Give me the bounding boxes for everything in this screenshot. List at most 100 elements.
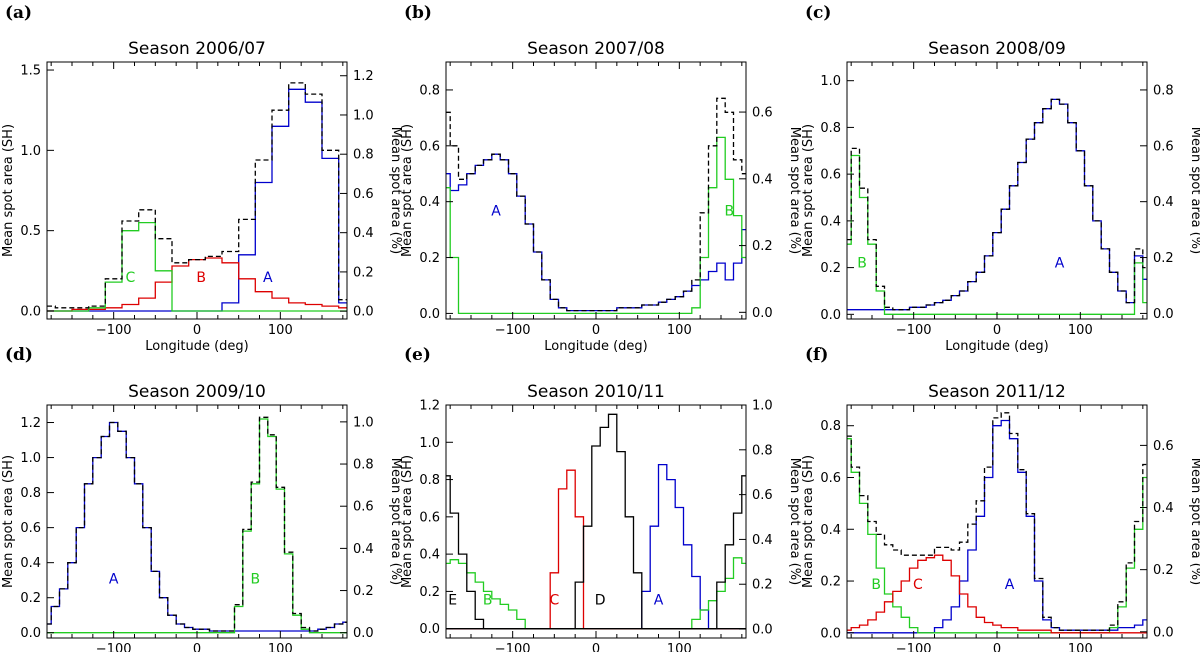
y-tick-label: 0.4 [20,556,41,571]
y-tick-label-right: 1.2 [353,69,374,84]
y-tick-label: 0.0 [419,622,440,637]
series-line-a [847,419,1147,634]
chart-title: Season 2011/12 [928,382,1066,402]
region-label: A [654,592,664,608]
y-axis-label: Mean spot area (SH) [1,124,16,257]
series-line-total [47,82,347,309]
y-tick-label-right: 1.0 [752,399,773,414]
y-tick-label-right: 0.6 [1153,139,1174,154]
series-line-total [47,416,347,632]
y-tick-label: 0.0 [820,626,841,641]
region-label: E [448,592,457,608]
region-label: D [595,592,606,608]
region-label: A [491,204,501,220]
y-tick-label: 0.4 [820,214,841,229]
x-axis-label: Longitude (deg) [544,339,647,354]
y-tick-label: 0.2 [419,251,440,266]
y-tick-label-right: 0.4 [353,542,374,557]
y-tick-label: 0.0 [820,308,841,323]
y-axis-label: Mean spot area (SH) [801,124,816,257]
y-tick-label-right: 0.0 [1153,625,1174,640]
y-tick-label-right: 0.4 [1153,501,1174,516]
y-tick-label-right: 0.8 [353,148,374,163]
panel-a: (a) Season 2006/07 −100 0 100 0.0 0.5 1.0 1.5 0.0… [1,3,403,354]
x-tick-label: −100 [896,323,932,338]
series-line-c [47,221,347,312]
y-tick-label: 0.5 [20,224,41,239]
y-tick-label-right: 0.8 [353,458,374,473]
y-tick-label: 0.2 [419,585,440,600]
region-label: C [913,577,923,593]
x-tick-label: 100 [268,323,293,338]
y-axis-label-right: Mean spot area (%) [787,127,802,254]
y-tick-label: 0.2 [820,261,841,276]
region-label: A [1055,256,1065,272]
y-axis-label-right: Mean spot area (%) [1188,458,1200,585]
y-tick-label-right: 0.6 [1153,439,1174,454]
y-tick-label-right: 0.0 [752,623,773,638]
y-tick-label: 1.2 [419,399,440,414]
chart-title: Season 2009/10 [128,382,266,402]
y-tick-label-right: 0.0 [353,305,374,320]
y-tick-label: 0.4 [419,548,440,563]
y-tick-label-right: 0.8 [1153,83,1174,98]
plot-frame [46,404,348,639]
y-tick-label-right: 0.2 [1153,563,1174,578]
region-label: B [857,256,867,272]
series-line-b [47,418,347,634]
y-tick-label: 0.4 [820,523,841,538]
y-axis-label: Mean spot area (SH) [400,124,415,257]
y-tick-label-right: 1.0 [353,108,374,123]
y-tick-label-right: 0.0 [752,306,773,321]
region-label: A [1005,577,1015,593]
x-axis-label: Longitude (deg) [945,339,1048,354]
y-axis-label: Mean spot area (SH) [801,455,816,588]
x-tick-label: −100 [495,642,531,652]
x-tick-label: 100 [667,642,692,652]
region-label: B [483,592,493,608]
y-tick-label: 0.0 [20,304,41,319]
series-line-b [847,154,1147,315]
y-tick-label-right: 0.6 [353,187,374,202]
y-tick-label: 0.2 [820,575,841,590]
y-axis-label-right: Mean spot area (%) [388,127,403,254]
y-tick-label: 0.8 [20,486,41,501]
y-tick-label-right: 0.6 [752,488,773,503]
x-tick-label: 100 [667,323,692,338]
y-tick-label-right: 1.0 [353,415,374,430]
x-tick-label: 100 [1068,642,1093,652]
series-line-a [47,421,347,632]
y-tick-label-right: 0.6 [752,106,773,121]
chart-title: Season 2006/07 [128,39,266,59]
region-label: B [871,577,881,593]
x-tick-label: −100 [96,642,132,652]
panel-b: (b) Season 2007/08 −100 0 100 0.0 0.2 0.4 0.6 0.8… [400,3,802,354]
y-tick-label-right: 0.6 [353,500,374,515]
y-axis-label: Mean spot area (SH) [400,455,415,588]
x-tick-label: 0 [993,642,1001,652]
y-tick-label-right: 0.4 [752,533,773,548]
y-tick-label: 1.0 [20,451,41,466]
y-tick-label: 1.0 [20,144,41,159]
panel-letter: (f) [805,345,828,365]
y-tick-label: 1.0 [820,74,841,89]
region-label: C [549,592,559,608]
region-label: B [251,572,261,588]
series-line-total [446,97,746,312]
x-tick-label: 0 [993,323,1001,338]
y-tick-label: 0.6 [820,168,841,183]
y-tick-label: 0.6 [820,471,841,486]
y-tick-label-right: 0.2 [752,239,773,254]
panel-letter: (b) [404,3,432,23]
y-tick-label: 0.8 [820,121,841,136]
chart-title: Season 2010/11 [527,382,665,402]
y-tick-label: 0.6 [419,139,440,154]
x-tick-label: 0 [193,323,201,338]
panel-letter: (d) [5,345,33,365]
series-line-total [847,412,1147,631]
x-tick-label: −100 [96,323,132,338]
x-axis-label: Longitude (deg) [145,339,248,354]
panel-d: (d) Season 2009/10 −100 0 100 0.0 0.2 0.4 0.6 0.8… [1,345,403,652]
x-tick-label: 100 [1068,323,1093,338]
